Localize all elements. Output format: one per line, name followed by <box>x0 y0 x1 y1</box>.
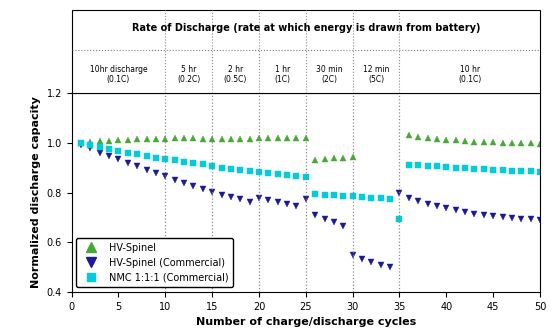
FancyBboxPatch shape <box>72 10 540 93</box>
Text: 30 min
(2C): 30 min (2C) <box>316 65 343 84</box>
Text: 1 hr
(1C): 1 hr (1C) <box>274 65 290 84</box>
X-axis label: Number of charge/discharge cycles: Number of charge/discharge cycles <box>196 317 416 327</box>
Text: 12 min
(5C): 12 min (5C) <box>363 65 389 84</box>
Y-axis label: Normalized discharge capacity: Normalized discharge capacity <box>31 97 41 289</box>
Text: Rate of Discharge (rate at which energy is drawn from battery): Rate of Discharge (rate at which energy … <box>132 23 480 33</box>
Text: 10hr discharge
(0.1C): 10hr discharge (0.1C) <box>90 65 147 84</box>
Text: 10 hr
(0.1C): 10 hr (0.1C) <box>458 65 482 84</box>
Text: 2 hr
(0.5C): 2 hr (0.5C) <box>224 65 247 84</box>
Legend: HV-Spinel, HV-Spinel (Commercial), NMC 1:1:1 (Commercial): HV-Spinel, HV-Spinel (Commercial), NMC 1… <box>77 238 233 287</box>
Text: 5 hr
(0.2C): 5 hr (0.2C) <box>177 65 201 84</box>
